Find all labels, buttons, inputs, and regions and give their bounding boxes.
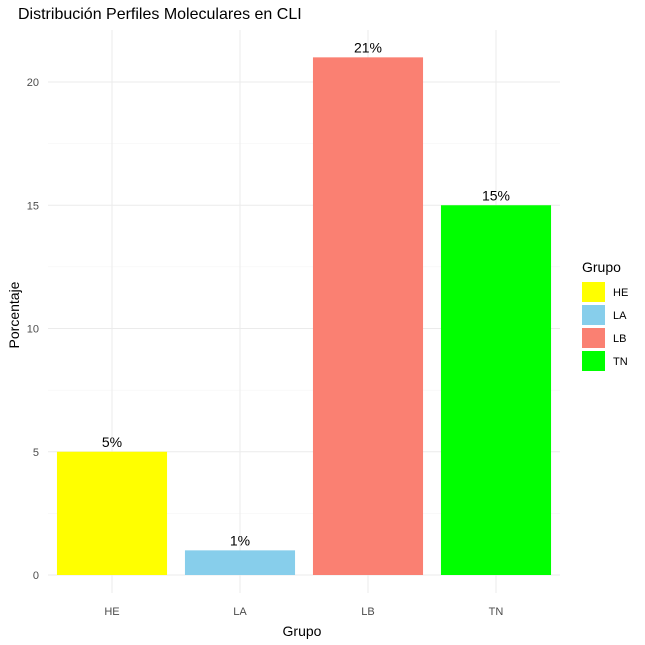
legend-title: Grupo (582, 259, 621, 275)
data-label-lb: 21% (354, 39, 382, 55)
legend-label-he: HE (613, 287, 628, 299)
legend-label-la: LA (613, 310, 627, 322)
x-tick-label: LB (361, 606, 374, 618)
data-label-he: 5% (102, 434, 122, 450)
chart-title: Distribución Perfiles Moleculares en CLI (18, 6, 302, 23)
legend-items: HE LA LB TN (582, 282, 628, 371)
data-label-la: 1% (230, 532, 250, 548)
bar-he (56, 451, 168, 575)
bar-la (184, 550, 296, 575)
bar-tn (440, 205, 552, 575)
y-tick-label: 0 (33, 570, 39, 582)
x-tick-label: LA (233, 606, 247, 618)
y-tick-label: 10 (27, 324, 39, 336)
x-tick-label: TN (489, 606, 504, 618)
legend-label-lb: LB (613, 333, 626, 345)
y-tick-label: 15 (27, 200, 39, 212)
y-tick-label: 20 (27, 77, 39, 89)
y-axis-label: Porcentaje (6, 281, 22, 348)
x-axis-ticks: HE LA LB TN (104, 606, 503, 618)
data-label-tn: 15% (482, 187, 510, 203)
bars (56, 57, 552, 576)
x-tick-label: HE (104, 606, 119, 618)
legend: Grupo HE LA LB TN (582, 259, 628, 371)
y-axis-ticks: 0 5 10 15 20 (27, 77, 39, 582)
legend-swatch-la (582, 305, 605, 325)
x-axis-label: Grupo (283, 623, 322, 639)
legend-swatch-he (582, 282, 605, 302)
legend-label-tn: TN (613, 356, 628, 368)
legend-swatch-lb (582, 328, 605, 348)
data-labels: 5% 1% 21% 15% (102, 39, 510, 548)
bar-lb (312, 57, 424, 576)
legend-swatch-tn (582, 351, 605, 371)
y-tick-label: 5 (33, 447, 39, 459)
